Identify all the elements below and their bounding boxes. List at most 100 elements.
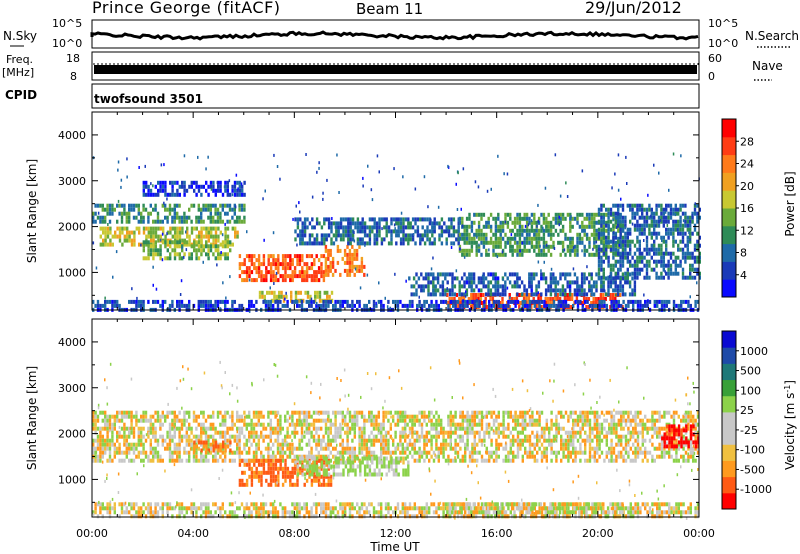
heatmap-cell [324,303,328,308]
heatmap-cell [164,438,167,443]
heatmap-cell [159,303,162,308]
heatmap-cell [341,418,344,423]
heatmap-cell [518,220,522,225]
heatmap-cell [543,299,546,304]
heatmap-cell [468,272,471,277]
heatmap-cell [190,426,193,431]
cpid-label: CPID [5,88,38,102]
heatmap-cell [597,211,601,216]
heatmap-cell [171,303,174,308]
heatmap-cell [513,284,517,289]
heatmap-cell [368,217,372,222]
heatmap-cell [131,287,133,291]
heatmap-cell [645,243,649,248]
heatmap-cell [99,446,102,451]
heatmap-cell [653,215,656,220]
heatmap-cell [149,248,153,253]
heatmap-cell [431,233,434,238]
heatmap-cell [310,422,313,427]
heatmap-cell [209,446,212,451]
heatmap-cell [317,270,321,275]
heatmap-cell [636,211,639,216]
heatmap-cell [425,438,428,443]
heatmap-cell [496,288,500,293]
heatmap-cell [696,259,699,264]
heatmap-cell [224,434,227,439]
heatmap-cell [300,446,304,451]
heatmap-cell [130,446,133,451]
heatmap-cell [106,203,109,208]
heatmap-cell [475,212,478,217]
heatmap-cell [327,434,330,439]
heatmap-cell [296,233,300,238]
heatmap-cell [533,299,536,304]
heatmap-cell [291,446,294,451]
heatmap-cell [277,278,280,283]
heatmap-cell [402,175,404,179]
heatmap-cell [460,276,464,281]
heatmap-cell [332,233,336,238]
heatmap-cell [351,260,354,265]
heatmap-cell [101,438,104,443]
heatmap-cell [243,278,246,283]
heatmap-cell [248,438,251,443]
heatmap-cell [447,454,450,459]
heatmap-cell [544,288,548,293]
heatmap-cell [303,225,307,230]
heatmap-cell [408,450,412,455]
heatmap-cell [178,203,181,208]
heatmap-cell [480,236,483,241]
heatmap-cell [181,248,184,253]
heatmap-cell [576,280,579,285]
heatmap-cell [188,215,191,220]
heatmap-cell [106,438,109,443]
heatmap-cell [624,251,627,256]
heatmap-cell [645,271,649,276]
heatmap-cell [99,219,102,224]
heatmap-cell [607,292,610,297]
heatmap-cell [472,297,475,301]
heatmap-cell [316,170,318,174]
heatmap-cell [549,297,552,301]
heatmap-cell [274,258,278,263]
heatmap-cell [358,442,361,447]
heatmap-cell [155,287,158,291]
heatmap-cell [169,230,172,235]
heatmap-cell [677,243,680,248]
heatmap-cell [219,410,222,415]
heatmap-cell [681,235,685,240]
heatmap-cell [593,252,596,257]
heatmap-cell [188,256,191,261]
heatmap-cell [173,240,177,245]
heatmap-cell [298,414,301,419]
heatmap-cell [446,280,449,285]
heatmap-cell [569,224,572,229]
heatmap-cell [361,221,364,226]
heatmap-cell [108,450,112,455]
heatmap-cell [308,237,312,242]
heatmap-cell [197,155,199,159]
heatmap-cell [305,262,309,267]
heatmap-cell [142,418,145,423]
heatmap-cell [506,240,510,245]
heatmap-cell [455,182,457,186]
heatmap-cell [161,219,164,224]
heatmap-cell [162,230,165,235]
heatmap-cell [629,251,632,256]
heatmap-cell [401,414,404,419]
heatmap-cell [296,446,299,451]
heatmap-cell [387,442,390,447]
heatmap-cell [353,446,356,451]
heatmap-cell [108,422,112,427]
heatmap-cell [252,426,256,431]
heatmap-cell [602,284,605,289]
heatmap-cell [346,426,349,431]
heatmap-cell [185,240,189,245]
heatmap-cell [217,256,220,261]
heatmap-cell [92,458,95,463]
heatmap-cell [544,280,548,285]
heatmap-cell [492,272,495,277]
heatmap-cell [523,288,526,293]
heatmap-cell [657,219,661,224]
heatmap-cell [435,299,438,304]
